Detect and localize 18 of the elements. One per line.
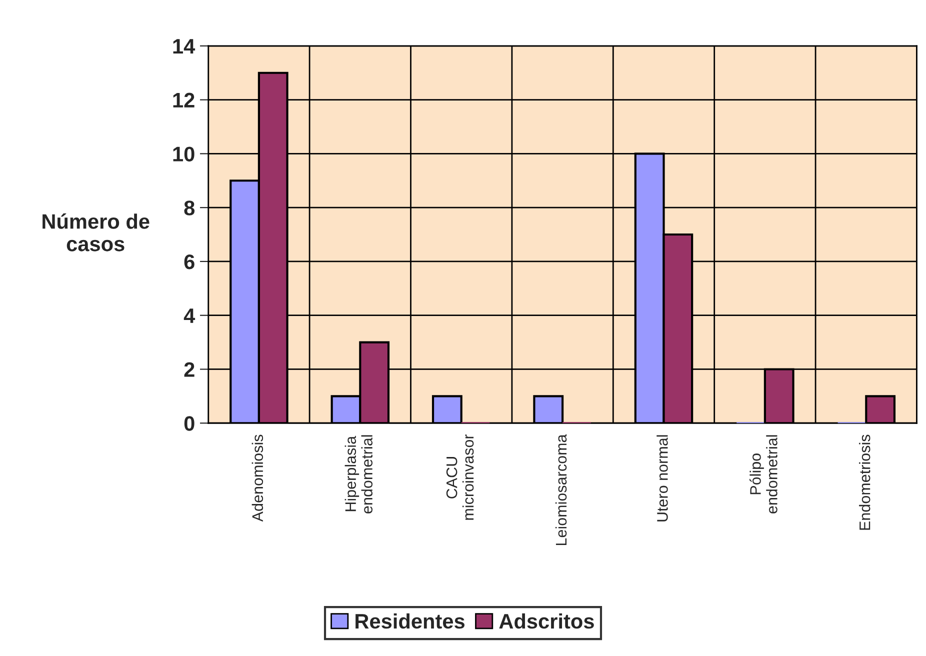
y-tick-label: 6 xyxy=(184,254,194,270)
y-tick-label: 4 xyxy=(184,308,196,323)
y-tick-label: 14 xyxy=(173,39,196,54)
legend-label: Adscritos xyxy=(499,613,594,629)
x-tick-label: Utero normal xyxy=(656,435,668,522)
y-tick-label: 12 xyxy=(173,92,194,108)
y-tick-label: 0 xyxy=(184,416,194,431)
y-tick-label: 8 xyxy=(184,200,195,216)
x-tick-label: Leiomiosarcoma xyxy=(555,434,567,546)
x-tick-label: Pólipo endometrial xyxy=(750,435,778,514)
y-tick-label: 2 xyxy=(184,362,194,377)
x-tick-label: Hiperplasia endometrial xyxy=(344,435,372,514)
y-tick-label: 10 xyxy=(173,146,194,162)
x-tick-label: CACU microinvasor xyxy=(446,434,474,520)
legend-label: Residentes xyxy=(356,613,464,629)
x-tick-label: Adenomiosis xyxy=(252,434,264,522)
y-axis-title: Número de casos xyxy=(42,213,150,252)
x-tick-label: Endometriosis xyxy=(859,434,870,530)
